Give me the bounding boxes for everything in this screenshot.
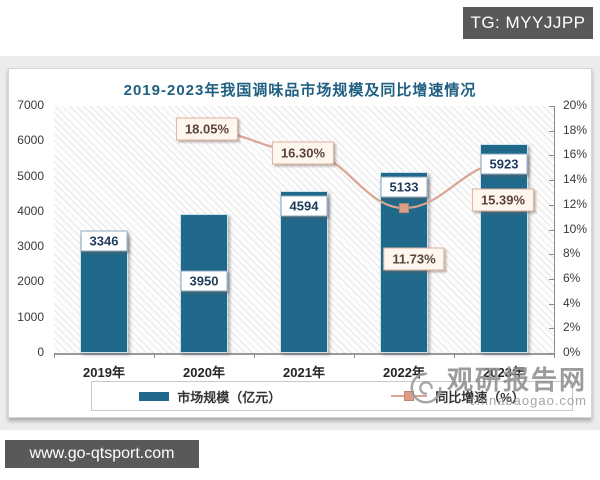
chart-card: 2019-2023年我国调味品市场规模及同比增速情况 7000 6000 5000 4… (8, 68, 592, 418)
bar-value-label: 5923 (480, 153, 528, 175)
legend-item-market-size: 市场规模（亿元） (139, 387, 281, 406)
x-axis-label-2023年: 2023年 (483, 365, 525, 380)
left-axis-tick: 3000 (17, 239, 44, 254)
watermark-swirl-eye-icon (410, 372, 442, 403)
right-axis-tickmark (549, 130, 554, 132)
right-axis-tick: 14% (563, 172, 588, 187)
chart-title: 2019-2023年我国调味品市场规模及同比增速情况 (123, 82, 477, 99)
right-axis-tick: 10% (563, 221, 588, 236)
x-axis-label-2021年: 2021年 (283, 365, 325, 380)
watermark: 观研报告网 chinabaogao.com (407, 367, 587, 408)
x-axis-label-2019年: 2019年 (83, 365, 125, 380)
bar-2021年 (280, 190, 328, 353)
right-axis-tick: 16% (563, 147, 588, 162)
x-axis-tickmark (154, 353, 155, 358)
x-axis-tickmark (354, 353, 355, 358)
x-axis-tickmark (454, 353, 455, 358)
legend: 市场规模（亿元） 同比增速（%） (91, 381, 573, 411)
growth-line-path (203, 128, 505, 210)
left-axis-tick: 1000 (17, 309, 44, 324)
right-axis-tick: 0% (563, 345, 581, 359)
left-axis-tick: 0 (37, 345, 44, 359)
left-axis-tick: 2000 (17, 274, 44, 289)
x-axis-label-2020年: 2020年 (183, 365, 225, 380)
tg-badge: TG: MYYJJPP (463, 7, 593, 39)
bar-2023年 (480, 144, 528, 353)
bar-value-label: 3346 (80, 230, 128, 252)
right-axis-tickmark (549, 229, 554, 231)
right-axis-tickmark (549, 328, 554, 330)
watermark-site-name: 观研报告网 (446, 365, 587, 395)
right-axis-line (554, 106, 555, 354)
bar-value-label: 3950 (180, 270, 228, 292)
watermark-text: 观研报告网 chinabaogao.com (447, 367, 587, 408)
right-axis-tickmark (549, 353, 554, 354)
right-axis-tickmark (549, 204, 554, 206)
bar-value-label: 5133 (380, 176, 428, 198)
right-axis-tick: 12% (563, 196, 588, 211)
watermark-domain: chinabaogao.com (469, 393, 587, 408)
right-axis-tick: 6% (563, 270, 581, 285)
right-axis-tickmark (549, 180, 554, 182)
x-axis-line (54, 353, 555, 355)
growth-rate-label: 15.39% (471, 188, 535, 212)
growth-rate-label: 18.05% (175, 117, 239, 141)
growth-rate-label: 16.30% (271, 141, 335, 165)
chart-plot: 7000 6000 5000 4000 3000 2000 1000 0 20% 18% 16% 14… (9, 69, 591, 417)
right-axis-tickmark (549, 106, 554, 107)
x-axis-tickmark (254, 353, 255, 358)
right-axis-tickmark (549, 254, 554, 256)
right-axis-tick: 20% (563, 98, 588, 112)
legend-label-market-size: 市场规模（亿元） (177, 389, 282, 405)
legend-label-growth-rate: 同比增速（%） (435, 389, 525, 405)
x-axis-tickmark (54, 353, 55, 358)
right-axis-tick: 8% (563, 246, 581, 261)
growth-rate-label: 11.73% (383, 247, 445, 271)
legend-bar-swatch (139, 391, 170, 401)
left-axis-tick: 6000 (17, 133, 44, 148)
left-axis-tick: 5000 (17, 168, 44, 183)
left-axis-tick: 4000 (17, 203, 44, 218)
left-axis-tick: 7000 (17, 98, 44, 112)
bar-value-label: 4594 (280, 195, 328, 217)
right-axis-tickmark (549, 155, 554, 157)
x-axis-label-2022年: 2022年 (383, 365, 425, 380)
url-badge: www.go-qtsport.com (5, 440, 199, 468)
right-axis-tick: 2% (563, 320, 581, 335)
right-axis-tickmark (549, 278, 554, 280)
right-axis-tick: 18% (563, 122, 588, 137)
right-axis-tick: 4% (563, 295, 581, 310)
x-axis-tickmark (554, 353, 555, 358)
right-axis-tickmark (549, 303, 554, 305)
growth-line-marker (399, 203, 409, 214)
